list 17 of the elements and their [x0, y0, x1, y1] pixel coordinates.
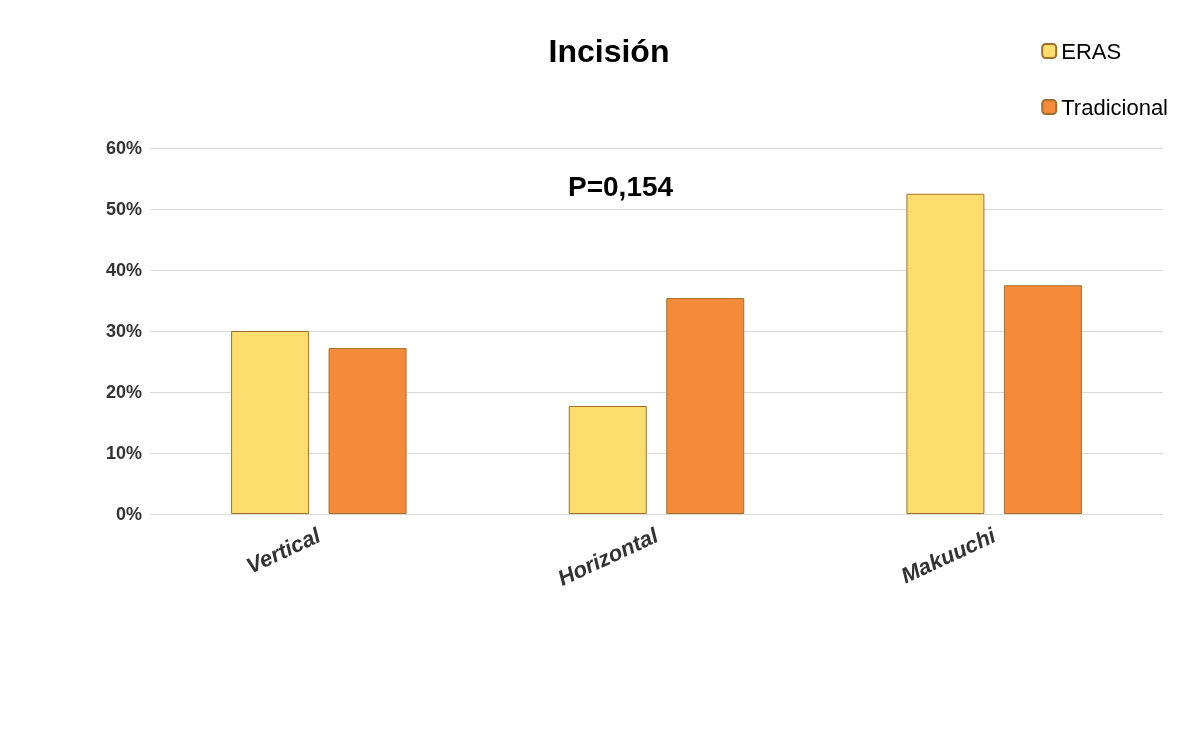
bar — [568, 406, 647, 514]
legend-label: Tradicional — [1061, 94, 1169, 120]
y-tick-label: 50% — [105, 199, 142, 219]
bar — [328, 348, 407, 514]
legend-label: ERAS — [1061, 38, 1122, 64]
y-tick-label: 30% — [105, 321, 142, 341]
bar — [666, 298, 745, 514]
bar — [231, 331, 310, 514]
y-tick-label: 40% — [105, 260, 142, 280]
y-tick-label: 0% — [115, 504, 142, 524]
y-tick-label: 20% — [105, 382, 142, 402]
y-tick-label: 60% — [105, 138, 142, 158]
bar — [1003, 285, 1082, 514]
chart-title: Incisión — [548, 33, 670, 69]
bar — [906, 193, 985, 514]
y-tick-label: 10% — [105, 443, 142, 463]
annotation: P=0,154 — [568, 170, 674, 202]
